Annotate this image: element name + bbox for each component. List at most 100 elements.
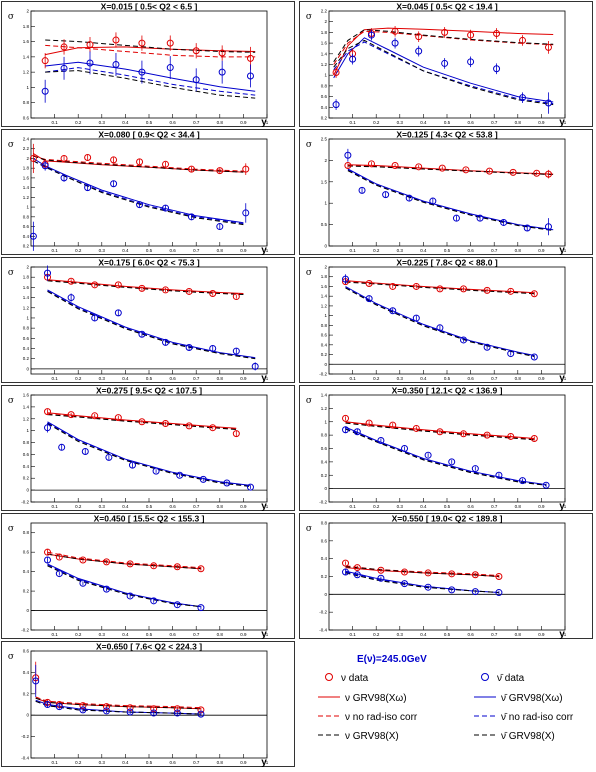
series-line	[45, 44, 256, 58]
x-tick-label: 0.1	[51, 760, 58, 765]
y-tick-label: 1	[324, 201, 327, 206]
data-point	[448, 458, 456, 466]
data-point	[209, 345, 217, 353]
x-tick-label: 0.7	[491, 632, 498, 637]
series-line	[45, 46, 256, 56]
data-point	[441, 59, 449, 67]
series-line	[45, 70, 256, 99]
data-point	[176, 471, 184, 479]
x-tick-label: 0.8	[217, 760, 224, 765]
data-point	[136, 158, 144, 166]
y-tick-label: 0.8	[321, 83, 328, 88]
data-point	[128, 461, 136, 469]
x-tick-label: 0.7	[491, 120, 498, 125]
y-tick-label: 0.6	[23, 550, 30, 555]
data-point	[60, 154, 68, 162]
legend: E(ν)=245.0GeV ν data ν̄ data ν GRV98(Xω) ν̄…	[318, 654, 574, 742]
x-tick-label: 1	[266, 504, 269, 509]
energy-label: E(ν)=245.0GeV	[357, 654, 427, 665]
x-tick-label: 0.6	[169, 760, 176, 765]
x-tick-label: 0.8	[217, 376, 224, 381]
y-tick-label: 0.8	[23, 440, 30, 445]
x-tick-label: 1	[564, 248, 567, 253]
data-point	[424, 569, 432, 577]
x-tick-label: 0.7	[491, 504, 498, 509]
data-point	[544, 223, 552, 231]
y-axis-label: σ	[8, 396, 14, 406]
panel-10: X=0.550 [ 19.0< Q2 < 189.8 ] -0.4 -0.2 0 0.2…	[299, 513, 593, 640]
y-tick-label: -0.2	[21, 628, 29, 633]
data-point	[353, 571, 361, 579]
y-tick-label: 2	[324, 265, 327, 270]
x-tick-label: 0.4	[122, 632, 129, 637]
y-tick-label: 1.6	[23, 393, 30, 398]
panel-title: X=0.650 [ 7.6< Q2 < 224.3 ]	[96, 642, 202, 652]
x-tick-label: 0.7	[193, 120, 200, 125]
x-tick-label: 0.7	[193, 376, 200, 381]
y-tick-label: 1.4	[23, 404, 30, 409]
y-tick-label: 1	[26, 205, 29, 210]
y-tick-label: 1.4	[321, 393, 328, 398]
y-tick-label: 0.4	[321, 459, 328, 464]
data-point	[493, 65, 501, 73]
x-tick-label: 0.3	[397, 632, 404, 637]
y-tick-label: 1.8	[321, 274, 328, 279]
x-tick-label: 0.6	[169, 504, 176, 509]
data-point	[126, 560, 134, 568]
y-tick-label: 0.8	[23, 100, 30, 105]
panel-11: X=0.650 [ 7.6< Q2 < 224.3 ] -0.4 -0.2 0 0.2 0…	[1, 641, 295, 768]
x-tick-label: 0.6	[169, 120, 176, 125]
data-point	[483, 343, 491, 351]
data-point	[544, 99, 552, 107]
data-point	[32, 677, 40, 685]
x-tick-label: 0.3	[397, 376, 404, 381]
data-point	[530, 290, 538, 298]
panel-title: X=0.450 [ 15.5< Q2 < 155.3 ]	[94, 514, 205, 524]
x-tick-label: 0.6	[169, 376, 176, 381]
data-point	[342, 414, 350, 422]
x-tick-label: 0.2	[75, 248, 82, 253]
legend-label: ν GRV98(X)	[345, 731, 399, 742]
legend-symbol	[481, 673, 489, 681]
x-tick-label: 0.6	[467, 376, 474, 381]
data-point	[67, 277, 75, 285]
data-point	[150, 709, 158, 717]
x-tick-label: 0.8	[217, 248, 224, 253]
x-tick-label: 0.9	[538, 120, 545, 125]
y-tick-label: 0.2	[23, 589, 30, 594]
x-tick-label: 0.5	[146, 248, 153, 253]
y-tick-label: 1.4	[321, 51, 328, 56]
x-tick-label: 0.2	[75, 376, 82, 381]
legend-item: ν no rad-iso corr	[318, 712, 418, 723]
series-line	[47, 423, 251, 487]
x-tick-label: 0.2	[373, 376, 380, 381]
x-tick-label: 0.3	[397, 120, 404, 125]
data-point	[91, 281, 99, 289]
y-tick-label: 0.4	[23, 569, 30, 574]
data-point	[103, 558, 111, 566]
data-point	[462, 166, 470, 174]
data-point	[401, 445, 409, 452]
x-tick-label: 0.8	[515, 120, 522, 125]
x-tick-label: 0.9	[240, 248, 247, 253]
data-point	[187, 165, 195, 173]
y-tick-label: 0.4	[23, 346, 30, 351]
data-point	[232, 347, 240, 355]
y-tick-label: 0	[26, 488, 29, 493]
data-point	[197, 604, 205, 612]
data-point	[41, 87, 49, 95]
y-axis-label: σ	[306, 140, 312, 150]
data-point	[391, 39, 399, 47]
x-tick-label: 0.5	[444, 504, 451, 509]
y-tick-label: 0.6	[321, 446, 328, 451]
data-point	[483, 431, 491, 439]
x-tick-label: 0.1	[51, 632, 58, 637]
x-tick-label: 0.1	[349, 120, 356, 125]
x-tick-label: 0.9	[240, 504, 247, 509]
y-tick-label: 1	[324, 419, 327, 424]
data-point	[126, 592, 134, 600]
panel-6: X=0.225 [ 7.8< Q2 < 88.0 ] -0.2 0 0.2 0.4 0.6…	[299, 257, 593, 384]
x-tick-label: 0.3	[397, 248, 404, 253]
data-point	[389, 421, 397, 429]
